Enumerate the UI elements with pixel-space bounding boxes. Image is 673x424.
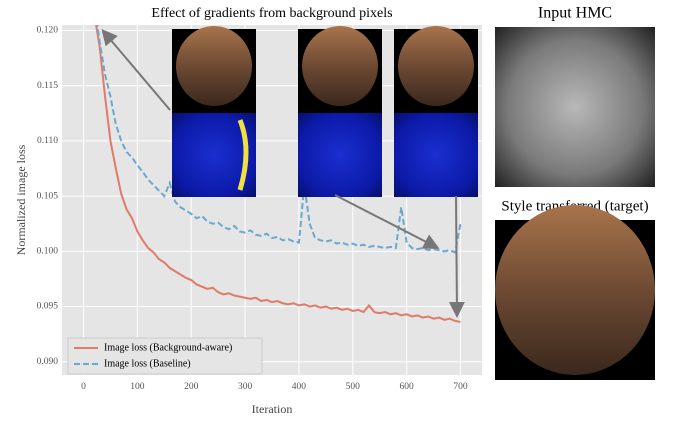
y-tick-label: 0.100 (37, 247, 59, 257)
x-tick-label: 0 (81, 382, 86, 392)
x-tick-label: 600 (399, 382, 414, 392)
page-body: {"chart_data": {"type": "line", "title":… (0, 0, 673, 419)
face-image (302, 26, 378, 106)
y-tick-label: 0.120 (37, 26, 59, 36)
legend-label: Image loss (Background-aware) (104, 342, 232, 353)
chart: Effect of gradients from background pixe… (0, 0, 673, 419)
y-tick-label: 0.115 (37, 81, 58, 91)
x-tick-label: 700 (453, 382, 468, 392)
face-image (398, 26, 474, 106)
heatmap-image (394, 113, 478, 197)
face-image (176, 26, 252, 106)
x-tick-label: 300 (238, 382, 253, 392)
y-tick-label: 0.105 (37, 191, 59, 201)
x-tick-label: 200 (184, 382, 199, 392)
target-face (495, 205, 655, 375)
heatmap-image (298, 113, 382, 197)
y-axis-label: Normalized image loss (14, 144, 28, 255)
x-tick-label: 500 (346, 382, 361, 392)
y-tick-label: 0.110 (37, 136, 58, 146)
y-tick-label: 0.090 (37, 357, 59, 367)
panel-title: Input HMC (538, 5, 612, 22)
x-axis-label: Iteration (252, 402, 293, 416)
input-image (495, 27, 655, 187)
legend: Image loss (Background-aware) Image loss … (68, 338, 262, 374)
page: Effect of gradients from background pixe… (0, 0, 673, 419)
x-tick-label: 400 (292, 382, 307, 392)
arrow (456, 196, 457, 314)
legend-label: Image loss (Baseline) (104, 358, 191, 369)
chart-title: Effect of gradients from background pixe… (151, 6, 392, 21)
x-tick-label: 100 (130, 382, 145, 392)
y-tick-label: 0.095 (37, 302, 59, 312)
